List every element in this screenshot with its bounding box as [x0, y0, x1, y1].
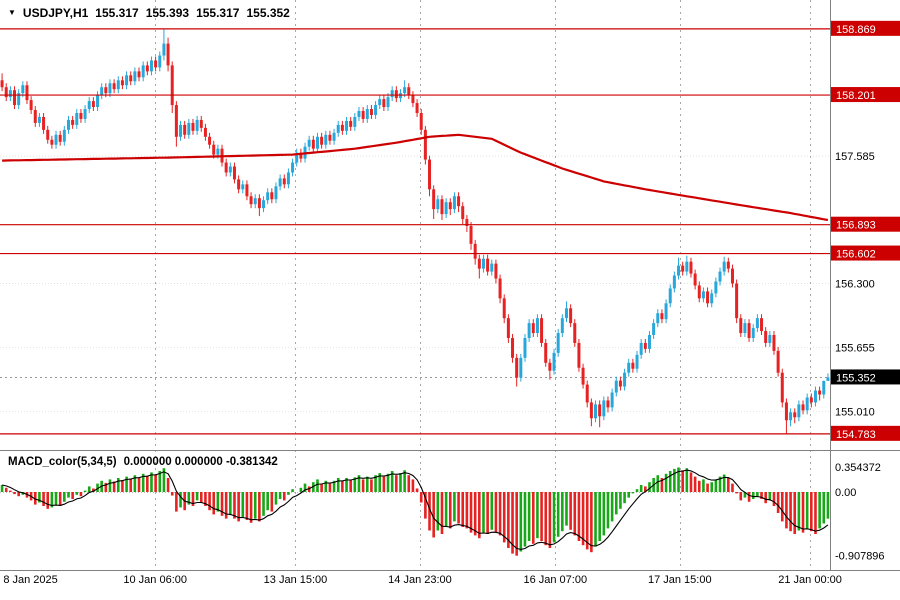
symbol-timeframe-label: USDJPY,H1 — [22, 6, 89, 20]
price-axis-label: 156.300 — [835, 278, 875, 290]
time-axis-label: 13 Jan 15:00 — [263, 574, 328, 586]
gridlines — [0, 0, 830, 568]
sr-price-badge — [831, 87, 900, 103]
sr-price-badge-label: 158.201 — [836, 90, 876, 102]
sr-price-badge-label: 154.783 — [836, 429, 876, 441]
ohlc-open-value: 155.317 — [95, 6, 139, 20]
price-axis-label: 155.010 — [835, 406, 875, 418]
sr-price-badge — [831, 425, 900, 441]
time-axis-label: 10 Jan 06:00 — [123, 574, 188, 586]
current-price-badge — [831, 369, 900, 385]
time-axis-label: 14 Jan 23:00 — [388, 574, 452, 586]
macd-axis-label: 0.354372 — [835, 462, 881, 474]
macd-axis-label: 0.00 — [835, 487, 856, 499]
sr-price-badge-label: 158.869 — [836, 24, 876, 36]
macd-values: 0.000000 0.000000 -0.381342 — [123, 456, 278, 468]
time-axis-label: 16 Jan 07:00 — [523, 574, 588, 586]
sr-price-badge-label: 156.893 — [836, 220, 876, 232]
time-axis-label: 8 Jan 2025 — [3, 574, 58, 586]
price-axis-label: 155.655 — [835, 342, 875, 354]
time-axis[interactable]: 8 Jan 2025 10 Jan 06:00 13 Jan 15:00 14 Jan… — [0, 573, 900, 595]
candlesticks[interactable] — [0, 28, 830, 435]
sr-price-badge — [831, 216, 900, 232]
price-axis-labels: 157.585 156.300 155.655 155.010 158.869 158.2… — [831, 20, 900, 563]
time-axis-label: 17 Jan 15:00 — [647, 574, 712, 586]
price-axis-label: 157.585 — [835, 151, 875, 163]
sr-price-badge-label: 156.602 — [836, 249, 876, 261]
support-resistance-lines[interactable] — [0, 28, 830, 435]
ohlc-low-value: 155.317 — [196, 6, 240, 20]
macd-indicator-label: MACD_color(5,34,5) — [8, 456, 117, 468]
macd-signal-line — [1, 469, 829, 550]
macd-histogram[interactable] — [0, 467, 830, 556]
macd-axis-label: -0.907896 — [835, 551, 885, 563]
chart-header: ▼ USDJPY,H1 155.317 155.393 155.317 155.… — [8, 6, 290, 20]
sr-price-badge — [831, 245, 900, 261]
macd-header: MACD_color(5,34,5) 0.000000 0.000000 -0.… — [8, 456, 278, 468]
ohlc-high-value: 155.393 — [145, 6, 190, 20]
ohlc-close-value: 155.352 — [246, 6, 290, 20]
sr-price-badge — [831, 20, 900, 36]
dropdown-arrow-icon[interactable]: ▼ — [8, 8, 16, 17]
current-price-badge-label: 155.352 — [836, 372, 876, 384]
time-axis-label: 21 Jan 00:00 — [778, 574, 842, 586]
moving-average-line — [2, 133, 829, 222]
